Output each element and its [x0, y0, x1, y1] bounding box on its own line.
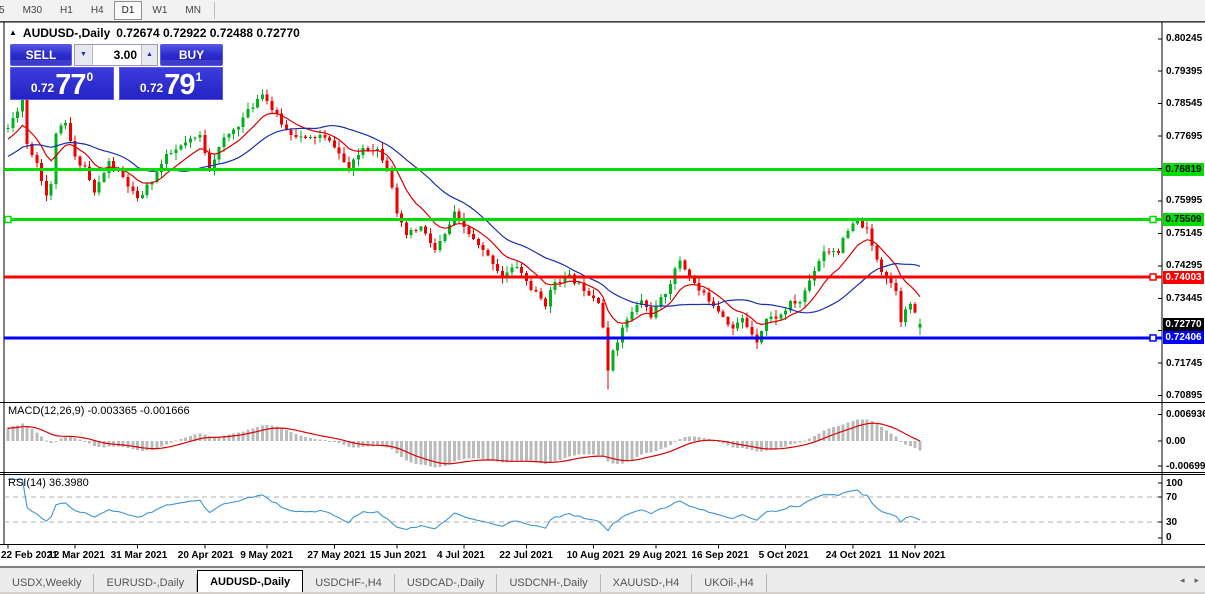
price-tick-0.79395: 0.79395 — [1166, 65, 1203, 77]
sell-price-pip: 0 — [86, 70, 94, 84]
date-label-29-aug-2021: 29 Aug 2021 — [629, 550, 687, 561]
date-label-15-jun-2021: 15 Jun 2021 — [369, 550, 427, 561]
volume-input[interactable]: 3.00 — [113, 48, 137, 62]
price-tick-0.74295: 0.74295 — [1166, 260, 1203, 272]
buy-button[interactable]: BUY — [160, 44, 223, 66]
timeframe-button-mn[interactable]: MN — [185, 5, 201, 16]
date-label-4-jul-2021: 4 Jul 2021 — [437, 550, 485, 561]
level-handle-right-0.75509[interactable] — [1149, 215, 1157, 224]
date-label-27-may-2021: 27 May 2021 — [307, 550, 366, 561]
date-label-22-feb-2021: 22 Feb 2021 — [1, 550, 58, 561]
date-label-31-mar-2021: 31 Mar 2021 — [110, 550, 168, 561]
date-label-12-mar-2021: 12 Mar 2021 — [48, 550, 105, 561]
price-tick-0.78545: 0.78545 — [1166, 98, 1203, 110]
toolbar-separator — [213, 2, 215, 19]
macd-label: MACD(12,26,9) -0.003365 -0.001666 — [8, 405, 190, 417]
timeframe-button-5[interactable]: 5 — [0, 5, 5, 16]
date-label-10-aug-2021: 10 Aug 2021 — [566, 550, 625, 561]
price-tick-0.70895: 0.70895 — [1166, 390, 1203, 402]
indicator-tick-30: 30 — [1166, 516, 1178, 528]
chart-tab-usdcad-daily[interactable]: USDCAD-,Daily — [395, 574, 498, 593]
ma-fast-line — [7, 112, 921, 326]
volume-increase-button[interactable]: ▲ — [141, 45, 157, 65]
date-label-5-oct-2021: 5 Oct 2021 — [758, 550, 809, 561]
chart-tab-xauusd-h4[interactable]: XAUUSD-,H4 — [601, 574, 693, 593]
rsi-guide-lines — [4, 496, 1162, 523]
price-tick-0.75995: 0.75995 — [1166, 195, 1203, 207]
price-tick-0.75145: 0.75145 — [1166, 227, 1203, 239]
level-price-badge-0.75509: 0.75509 — [1163, 213, 1204, 227]
candles-layer[interactable] — [6, 89, 922, 390]
macd-histogram — [6, 419, 922, 468]
volume-group: ▼ 3.00 ▲ — [74, 44, 158, 66]
level-price-badge-0.72406: 0.72406 — [1163, 331, 1204, 345]
date-label-20-apr-2021: 20 Apr 2021 — [177, 550, 234, 561]
indicator-tick-0.00: 0.00 — [1166, 435, 1186, 447]
chart-tab-usdx-weekly[interactable]: USDX,Weekly — [0, 574, 95, 593]
chart-tab-usdchf-h4[interactable]: USDCHF-,H4 — [303, 574, 395, 593]
one-click-trade-panel: SELL ▼ 3.00 ▲ BUY 0.72 77 0 0.72 79 1 — [10, 44, 223, 100]
indicator-tick-70: 70 — [1166, 491, 1178, 503]
axis-ticks — [7, 38, 1162, 549]
collapse-trade-panel-icon[interactable]: ▲ — [9, 27, 17, 37]
price-tick-0.80245: 0.80245 — [1166, 33, 1203, 45]
level-handle-left-0.75509[interactable] — [4, 215, 12, 224]
timeframe-button-h4[interactable]: H4 — [90, 5, 104, 16]
price-tick-0.73445: 0.73445 — [1166, 292, 1203, 304]
chart-header: ▲ AUDUSD-,Daily 0.72674 0.72922 0.72488 … — [9, 26, 300, 40]
price-tick-0.77695: 0.77695 — [1166, 130, 1203, 142]
timeframe-button-m30[interactable]: M30 — [22, 5, 43, 16]
rsi-label: RSI(14) 36.3980 — [8, 477, 89, 489]
indicator-tick-0: 0 — [1166, 531, 1172, 543]
sell-price-main: 77 — [55, 69, 86, 101]
timeframe-button-d1[interactable]: D1 — [113, 1, 143, 20]
date-label-9-may-2021: 9 May 2021 — [240, 550, 294, 561]
volume-decrease-button[interactable]: ▼ — [75, 45, 93, 65]
chart-tab-bar: USDX,Weekly EURUSD-,Daily AUDUSD-,Daily USD… — [0, 567, 1205, 593]
date-label-16-sep-2021: 16 Sep 2021 — [691, 550, 749, 561]
chart-tab-usdcnh-daily[interactable]: USDCNH-,Daily — [497, 574, 601, 593]
sell-button[interactable]: SELL — [10, 44, 72, 66]
chart-tab-ukoil-h4[interactable]: UKOil-,H4 — [692, 574, 767, 593]
timeframe-button-w1[interactable]: W1 — [152, 5, 168, 16]
chart-ohlc-values: 0.72674 0.72922 0.72488 0.72770 — [116, 26, 300, 40]
date-label-22-jul-2021: 22 Jul 2021 — [499, 550, 553, 561]
buy-price-display[interactable]: 0.72 79 1 — [119, 67, 223, 100]
sell-price-display[interactable]: 0.72 77 0 — [10, 67, 114, 100]
bid-price-badge: 0.72770 — [1163, 317, 1204, 331]
tabs-scroll-left-icon[interactable]: ◂ — [1179, 575, 1185, 585]
sell-price-prefix: 0.72 — [30, 81, 55, 95]
level-lines — [4, 168, 1162, 342]
chart-frame — [0, 21, 1205, 567]
indicator-tick--0.00699: -0.00699 — [1166, 460, 1205, 472]
chart-tab-audusd-daily[interactable]: AUDUSD-,Daily — [197, 570, 304, 593]
buy-price-main: 79 — [164, 69, 195, 101]
tabs-scroll-right-icon[interactable]: ▸ — [1194, 575, 1199, 585]
rsi-line — [8, 478, 921, 532]
date-label-24-oct-2021: 24 Oct 2021 — [825, 550, 882, 561]
macd-signal-line — [7, 422, 921, 465]
level-handle-right-0.72406[interactable] — [1149, 334, 1157, 342]
chart-tab-eurusd-daily[interactable]: EURUSD-,Daily — [94, 574, 198, 593]
indicator-tick-0.006936: 0.006936 — [1166, 409, 1205, 421]
level-handle-right-0.74003[interactable] — [1149, 273, 1157, 281]
date-label-11-nov-2021: 11 Nov 2021 — [888, 550, 946, 561]
price-tick-0.71745: 0.71745 — [1166, 357, 1203, 369]
chart-symbol-label: AUDUSD-,Daily — [22, 26, 111, 40]
level-price-badge-0.74003: 0.74003 — [1163, 270, 1204, 284]
indicator-tick-100: 100 — [1166, 477, 1183, 489]
timeframe-button-h1[interactable]: H1 — [60, 5, 73, 16]
window-bottom-strip — [0, 592, 1205, 594]
price-tick-0.72595: 0.72595 — [1166, 324, 1204, 337]
level-price-badge-0.76819: 0.76819 — [1163, 163, 1204, 177]
buy-price-prefix: 0.72 — [139, 81, 164, 95]
buy-price-pip: 1 — [195, 70, 203, 84]
